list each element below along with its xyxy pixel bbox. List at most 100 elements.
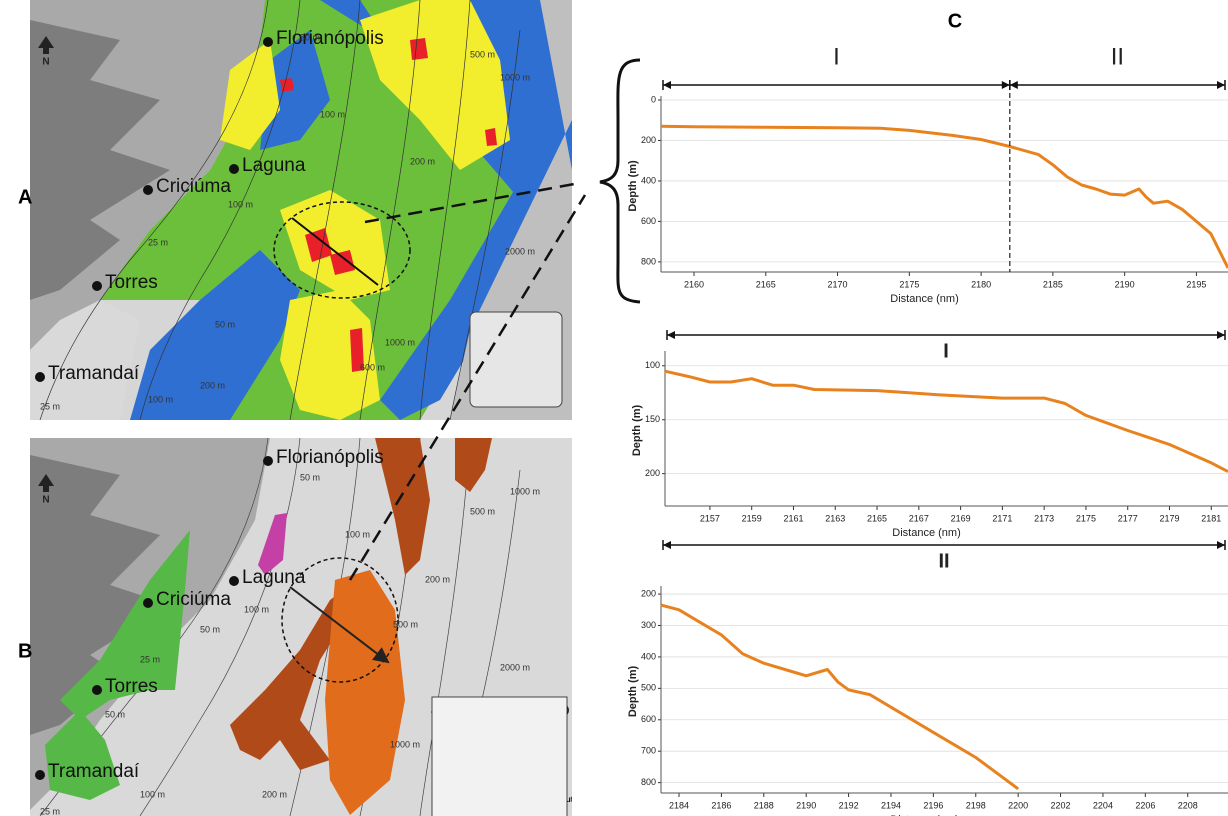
contour-label: 200 m bbox=[262, 789, 287, 799]
x-tick-label: 2169 bbox=[951, 513, 971, 523]
brace bbox=[599, 58, 641, 304]
panel-label: A bbox=[18, 186, 32, 208]
y-tick-label: 200 bbox=[645, 468, 660, 478]
contour-label: 500 m bbox=[470, 49, 495, 59]
y-tick-label: 100 bbox=[645, 360, 660, 370]
contour-label: 500 m bbox=[470, 506, 495, 516]
bsbs-patch bbox=[380, 40, 572, 420]
calcareous-area bbox=[455, 438, 492, 492]
city-label: Laguna bbox=[242, 155, 306, 176]
bsbs-spot bbox=[350, 328, 364, 372]
y-tick-label: 600 bbox=[641, 714, 656, 724]
segment-label: II bbox=[1111, 43, 1124, 70]
unsurveyed-area bbox=[30, 300, 140, 420]
profile-charts: 0 200 400 600 800 2160 2165 2170 2175 2180 2185 219… bbox=[627, 43, 1228, 816]
contour-label: 1000 m bbox=[390, 739, 420, 749]
y-axis-title: Depth (m) bbox=[627, 666, 639, 718]
x-tick-label: 2188 bbox=[754, 800, 774, 810]
city-dot bbox=[263, 456, 273, 466]
x-tick-label: 2208 bbox=[1178, 800, 1198, 810]
north-arrow bbox=[38, 36, 54, 54]
contour-label: 200 m bbox=[410, 156, 435, 166]
city-label: Florianópolis bbox=[276, 28, 384, 49]
phosphorite-area bbox=[325, 570, 405, 815]
x-axis-title: Distance (nm) bbox=[892, 527, 960, 539]
depth-line bbox=[660, 124, 1228, 269]
x-tick-label: 2159 bbox=[742, 513, 762, 523]
coal-area bbox=[45, 710, 120, 800]
contour-label: 1000 m bbox=[500, 72, 530, 82]
city-dot bbox=[92, 685, 102, 695]
y-axis-title: Depth (m) bbox=[631, 405, 643, 457]
x-tick-label: 2181 bbox=[1201, 513, 1221, 523]
contour-label: 100 m bbox=[345, 529, 370, 539]
y-tick-label: 800 bbox=[641, 777, 656, 787]
x-tick-label: 2175 bbox=[1076, 513, 1096, 523]
contour-label: 200 m bbox=[200, 380, 225, 390]
contour-label: 100 m bbox=[228, 199, 253, 209]
land-relief bbox=[30, 455, 170, 735]
bsbs-spot bbox=[305, 228, 332, 262]
bsbs-patch bbox=[220, 40, 280, 150]
x-tick-label: 2200 bbox=[1008, 800, 1028, 810]
city-dot bbox=[35, 372, 45, 382]
x-tick-label: 2185 bbox=[1043, 279, 1063, 289]
x-tick-label: 2186 bbox=[711, 800, 731, 810]
x-tick-label: 2163 bbox=[825, 513, 845, 523]
legend-box bbox=[431, 696, 568, 816]
contour-label: 100 m bbox=[320, 109, 345, 119]
north-label: N bbox=[42, 57, 49, 68]
bsbs-spot bbox=[280, 78, 294, 92]
city-label: Torres bbox=[105, 272, 158, 293]
city-dot bbox=[229, 576, 239, 586]
x-tick-label: 2190 bbox=[796, 800, 816, 810]
contour-label: 1000 m bbox=[385, 337, 415, 347]
city-label: Criciúma bbox=[156, 176, 231, 197]
y-tick-label: 200 bbox=[641, 135, 656, 145]
x-tick-label: 2177 bbox=[1118, 513, 1138, 523]
city-dot bbox=[263, 37, 273, 47]
transect-arrow bbox=[289, 586, 390, 664]
depth-line bbox=[664, 369, 1228, 473]
study-ellipse bbox=[281, 557, 399, 683]
contour-label: 50 m bbox=[215, 319, 235, 329]
x-tick-label: 2184 bbox=[669, 800, 689, 810]
study-ellipse bbox=[273, 201, 411, 299]
contour-label: 1000 m bbox=[510, 486, 540, 496]
contour-label: 200 m bbox=[425, 574, 450, 584]
calcareous-area bbox=[375, 438, 430, 575]
segment-label: I bbox=[833, 43, 840, 70]
connectors bbox=[348, 181, 587, 581]
contour-label: 2000 m bbox=[505, 246, 535, 256]
x-tick-label: 2195 bbox=[1186, 279, 1206, 289]
land-relief bbox=[30, 20, 170, 300]
segment-label: I bbox=[943, 340, 949, 362]
city-label: Criciúma bbox=[156, 589, 231, 610]
map-a: N Florianópolis Laguna Criciúma Torres Traman… bbox=[30, 0, 572, 420]
depth-line bbox=[660, 603, 1020, 791]
y-tick-label: 300 bbox=[641, 620, 656, 630]
contour-label: 50 m bbox=[105, 709, 125, 719]
contours bbox=[39, 0, 521, 420]
y-tick-label: 150 bbox=[645, 414, 660, 424]
north-arrow bbox=[38, 474, 54, 492]
y-tick-label: 600 bbox=[641, 216, 656, 226]
x-tick-label: 2165 bbox=[756, 279, 776, 289]
city-dot bbox=[143, 185, 153, 195]
panel-label: C bbox=[948, 10, 962, 32]
x-tick-label: 2190 bbox=[1115, 279, 1135, 289]
x-tick-label: 2170 bbox=[828, 279, 848, 289]
x-tick-label: 2160 bbox=[684, 279, 704, 289]
city-dot bbox=[35, 770, 45, 780]
contour-label: 100 m bbox=[140, 789, 165, 799]
y-tick-label: 800 bbox=[641, 256, 656, 266]
city-dot bbox=[92, 281, 102, 291]
city-label: Laguna bbox=[242, 567, 306, 588]
contour-label: 25 m bbox=[40, 806, 60, 816]
panel-label: B bbox=[18, 640, 32, 662]
x-axis-title: Distance (nm) bbox=[890, 814, 958, 816]
contour-label: 25 m bbox=[140, 654, 160, 664]
x-tick-label: 2206 bbox=[1135, 800, 1155, 810]
